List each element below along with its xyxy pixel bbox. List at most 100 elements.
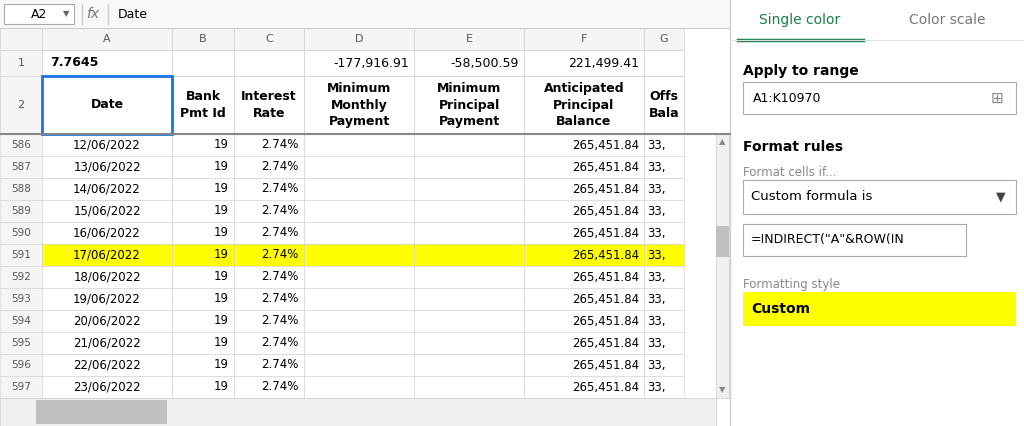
- Bar: [644, 178, 684, 200]
- Bar: [644, 50, 684, 76]
- Bar: [414, 178, 524, 200]
- Bar: [0, 244, 42, 266]
- Bar: [234, 222, 304, 244]
- Bar: [234, 310, 304, 332]
- Text: 33,: 33,: [647, 182, 666, 196]
- Bar: [0, 288, 42, 310]
- Bar: [4, 4, 74, 24]
- Text: 591: 591: [11, 250, 31, 260]
- Text: ▼: ▼: [719, 386, 726, 394]
- Text: 33,: 33,: [647, 359, 666, 371]
- Bar: [414, 28, 524, 50]
- Text: 19: 19: [214, 204, 229, 218]
- Bar: [0, 332, 42, 354]
- Bar: [743, 82, 1016, 114]
- Bar: [524, 332, 644, 354]
- Bar: [42, 266, 172, 288]
- Text: -58,500.59: -58,500.59: [451, 57, 519, 69]
- Bar: [42, 178, 172, 200]
- Text: 265,451.84: 265,451.84: [571, 359, 639, 371]
- Text: Custom formula is: Custom formula is: [751, 190, 872, 204]
- Text: A: A: [103, 34, 111, 44]
- Bar: [304, 244, 414, 266]
- Text: 2.74%: 2.74%: [261, 380, 299, 394]
- Bar: [0, 398, 716, 426]
- Text: 265,451.84: 265,451.84: [571, 161, 639, 173]
- Bar: [234, 134, 304, 156]
- Text: A2: A2: [31, 8, 47, 20]
- Bar: [414, 376, 524, 398]
- Bar: [0, 354, 42, 376]
- Bar: [304, 332, 414, 354]
- Bar: [644, 332, 684, 354]
- Bar: [42, 288, 172, 310]
- Bar: [644, 200, 684, 222]
- Bar: [304, 266, 414, 288]
- Bar: [644, 156, 684, 178]
- Text: Interest
Rate: Interest Rate: [242, 90, 297, 120]
- Text: 2.74%: 2.74%: [261, 138, 299, 152]
- Text: fx: fx: [86, 7, 99, 21]
- Text: 595: 595: [11, 338, 31, 348]
- Text: 14/06/2022: 14/06/2022: [73, 182, 141, 196]
- Text: 594: 594: [11, 316, 31, 326]
- Bar: [172, 222, 234, 244]
- Text: 265,451.84: 265,451.84: [571, 380, 639, 394]
- Bar: [172, 76, 234, 134]
- Text: 33,: 33,: [647, 161, 666, 173]
- Bar: [234, 244, 304, 266]
- Text: 19/06/2022: 19/06/2022: [73, 293, 141, 305]
- Bar: [304, 50, 414, 76]
- Text: 2: 2: [17, 100, 25, 110]
- Bar: [414, 134, 524, 156]
- Text: 33,: 33,: [647, 380, 666, 394]
- Bar: [234, 354, 304, 376]
- Text: 33,: 33,: [647, 138, 666, 152]
- Text: 23/06/2022: 23/06/2022: [73, 380, 141, 394]
- Bar: [524, 156, 644, 178]
- Bar: [42, 332, 172, 354]
- Bar: [304, 354, 414, 376]
- Bar: [0, 310, 42, 332]
- Text: Single color: Single color: [760, 13, 841, 27]
- Bar: [234, 200, 304, 222]
- Bar: [0, 76, 42, 134]
- Bar: [524, 310, 644, 332]
- Bar: [42, 156, 172, 178]
- Bar: [524, 244, 644, 266]
- Bar: [42, 76, 172, 134]
- Bar: [42, 376, 172, 398]
- Text: Bank
Pmt Id: Bank Pmt Id: [180, 90, 226, 120]
- Bar: [304, 178, 414, 200]
- Text: 33,: 33,: [647, 314, 666, 328]
- Bar: [524, 134, 644, 156]
- Text: 19: 19: [214, 227, 229, 239]
- Bar: [414, 50, 524, 76]
- Text: 2.74%: 2.74%: [261, 248, 299, 262]
- Text: 16/06/2022: 16/06/2022: [73, 227, 141, 239]
- Bar: [36, 400, 167, 424]
- Text: 33,: 33,: [647, 227, 666, 239]
- Bar: [644, 134, 684, 156]
- Text: 265,451.84: 265,451.84: [571, 314, 639, 328]
- Text: A1:K10970: A1:K10970: [753, 92, 821, 104]
- Bar: [234, 76, 304, 134]
- Text: 19: 19: [214, 359, 229, 371]
- Text: Color scale: Color scale: [908, 13, 985, 27]
- Text: 2.74%: 2.74%: [261, 161, 299, 173]
- Bar: [304, 288, 414, 310]
- Bar: [524, 200, 644, 222]
- Text: 597: 597: [11, 382, 31, 392]
- Bar: [414, 288, 524, 310]
- Text: ▲: ▲: [719, 138, 726, 147]
- Text: 2.74%: 2.74%: [261, 359, 299, 371]
- Bar: [644, 266, 684, 288]
- Bar: [414, 266, 524, 288]
- Bar: [0, 28, 42, 50]
- Bar: [524, 354, 644, 376]
- Bar: [524, 178, 644, 200]
- Text: 2.74%: 2.74%: [261, 204, 299, 218]
- Bar: [172, 332, 234, 354]
- Text: =INDIRECT("A"&ROW(IN: =INDIRECT("A"&ROW(IN: [751, 233, 905, 247]
- Bar: [42, 354, 172, 376]
